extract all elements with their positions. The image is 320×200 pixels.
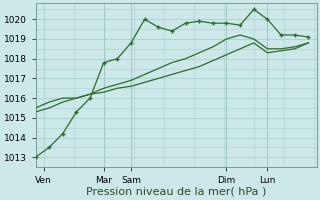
X-axis label: Pression niveau de la mer( hPa ): Pression niveau de la mer( hPa ) [86, 187, 266, 197]
